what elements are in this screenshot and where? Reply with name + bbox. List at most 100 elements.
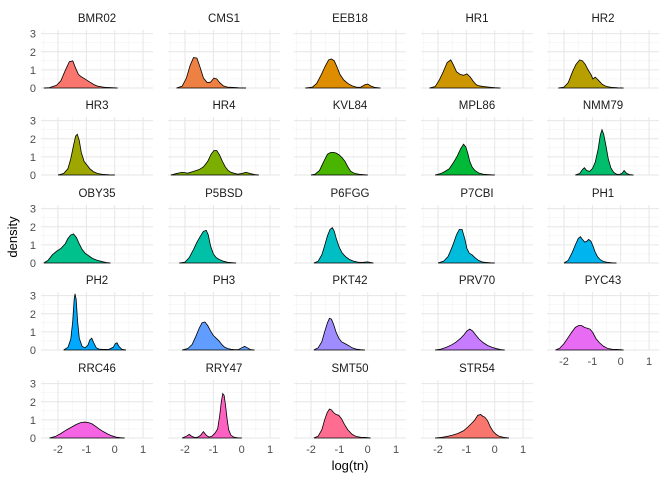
density-area-rry47 [182, 393, 242, 438]
facet-label-oby35: OBY35 [78, 188, 115, 200]
facet-panel-rry47: RRY47 -2 -1 0 1 [168, 363, 280, 456]
facet-label-eeb18: EEB18 [332, 13, 368, 25]
facet-panel-hr1: HR1 [421, 13, 533, 89]
facet-label-str54: STR54 [459, 363, 495, 375]
facet-label-rrc46: RRC46 [78, 363, 116, 375]
density-area-p6fgg [313, 227, 374, 263]
density-line-hr4 [170, 150, 259, 176]
density-area-rrc46 [49, 422, 125, 438]
facet-panel-pkt42: PKT42 [294, 275, 406, 351]
density-area-hr3 [58, 134, 115, 175]
density-line-pkt42 [313, 317, 365, 351]
facet-label-pyc43: PYC43 [585, 275, 621, 287]
x-tick-label: -1 [208, 444, 218, 456]
y-tick-label: 1 [30, 152, 36, 164]
density-line-hr3 [57, 133, 115, 176]
facet-panel-p5bsd: P5BSD [168, 188, 280, 264]
facet-panel-kvl84: KVL84 [294, 100, 406, 176]
y-tick-label: 0 [30, 83, 36, 95]
facet-panel-smt50: SMT50 -2 -1 0 1 [294, 363, 406, 456]
facet-label-mpl86: MPL86 [459, 100, 495, 112]
density-line-p5bsd [179, 229, 237, 264]
x-tick-label: 0 [365, 444, 371, 456]
facet-label-rry47: RRY47 [206, 363, 243, 375]
x-axis-title: log(tn) [332, 458, 369, 473]
facet-label-hr2: HR2 [591, 13, 614, 25]
density-line-str54 [435, 413, 509, 439]
y-tick-label: 3 [30, 29, 36, 41]
y-tick-label: 1 [30, 327, 36, 339]
density-area-ph2 [63, 293, 127, 350]
density-area-bmr02 [43, 60, 118, 88]
y-tick-label: 0 [30, 433, 36, 445]
y-tick-label: 1 [30, 65, 36, 77]
density-area-ph3 [182, 321, 255, 350]
facet-panel-mpl86: MPL86 [421, 100, 533, 176]
y-tick-label: 2 [30, 309, 36, 321]
facet-label-hr1: HR1 [465, 13, 488, 25]
x-tick-label: -2 [180, 444, 190, 456]
y-tick-label: 2 [30, 222, 36, 234]
y-tick-label: 2 [30, 397, 36, 409]
density-line-ph3 [182, 321, 255, 351]
y-tick-label: 2 [30, 47, 36, 59]
density-area-ph1 [564, 236, 617, 263]
x-tick-label: 0 [618, 356, 624, 368]
x-tick-label: 0 [112, 444, 118, 456]
y-tick-label: 3 [30, 379, 36, 391]
facet-panel-p6fgg: P6FGG [294, 188, 406, 264]
density-line-hr1 [429, 59, 501, 89]
y-tick-label: 3 [30, 204, 36, 216]
facet-label-bmr02: BMR02 [78, 13, 116, 25]
density-line-eeb18 [305, 58, 381, 89]
facet-panel-pyc43: PYC43 -2 -1 0 1 [547, 275, 659, 368]
density-area-oby35 [43, 234, 111, 263]
facet-label-kvl84: KVL84 [333, 100, 368, 112]
density-line-kvl84 [310, 151, 368, 176]
facet-panel-ph3: PH3 [168, 275, 280, 351]
facet-label-nmm79: NMM79 [583, 100, 623, 112]
y-tick-label: 1 [30, 415, 36, 427]
facet-panel-rrc46: RRC46 0 1 2 3 -2 -1 0 1 [30, 363, 153, 456]
x-tick-label: 1 [393, 444, 399, 456]
density-area-hr4 [170, 150, 259, 175]
facet-label-smt50: SMT50 [331, 363, 368, 375]
density-area-hr2 [558, 59, 624, 88]
density-line-cms1 [176, 57, 246, 89]
facet-label-hr3: HR3 [85, 100, 108, 112]
density-line-hr2 [558, 59, 624, 89]
facet-panel-oby35: OBY35 0 1 2 3 [30, 188, 153, 270]
density-area-p5bsd [179, 230, 237, 263]
y-tick-label: 0 [30, 345, 36, 357]
facet-label-ph3: PH3 [213, 275, 235, 287]
density-line-smt50 [313, 408, 371, 439]
facet-panel-ph2: PH2 0 1 2 3 [30, 275, 153, 357]
x-tick-label: -1 [461, 444, 471, 456]
y-tick-label: 3 [30, 291, 36, 303]
facet-label-prv70: PRV70 [459, 275, 495, 287]
facet-panel-prv70: PRV70 [421, 275, 533, 351]
density-line-nmm79 [575, 128, 634, 176]
x-tick-label: 1 [267, 444, 273, 456]
facet-panels: BMR02 0 1 2 3 CMS1 EEB18 HR1 HR2 HR3 0 1 2 3 HR4 KVL84 M… [30, 13, 659, 456]
facet-label-pkt42: PKT42 [332, 275, 367, 287]
density-line-prv70 [435, 328, 505, 351]
density-area-nmm79 [575, 129, 634, 175]
x-tick-label: -1 [334, 444, 344, 456]
facet-panel-eeb18: EEB18 [294, 13, 406, 89]
density-line-oby35 [43, 233, 111, 264]
x-tick-label: -2 [559, 356, 569, 368]
facet-label-ph2: PH2 [86, 275, 108, 287]
density-area-mpl86 [435, 144, 495, 175]
density-area-cms1 [176, 57, 246, 88]
facet-panel-p7cbi: P7CBI [421, 188, 533, 264]
x-tick-label: -1 [81, 444, 91, 456]
x-tick-label: 1 [140, 444, 146, 456]
facet-label-hr4: HR4 [212, 100, 236, 112]
y-tick-label: 1 [30, 240, 36, 252]
x-tick-label: 1 [646, 356, 652, 368]
density-line-pyc43 [555, 325, 624, 351]
x-tick-label: -2 [433, 444, 443, 456]
y-tick-label: 0 [30, 170, 36, 182]
